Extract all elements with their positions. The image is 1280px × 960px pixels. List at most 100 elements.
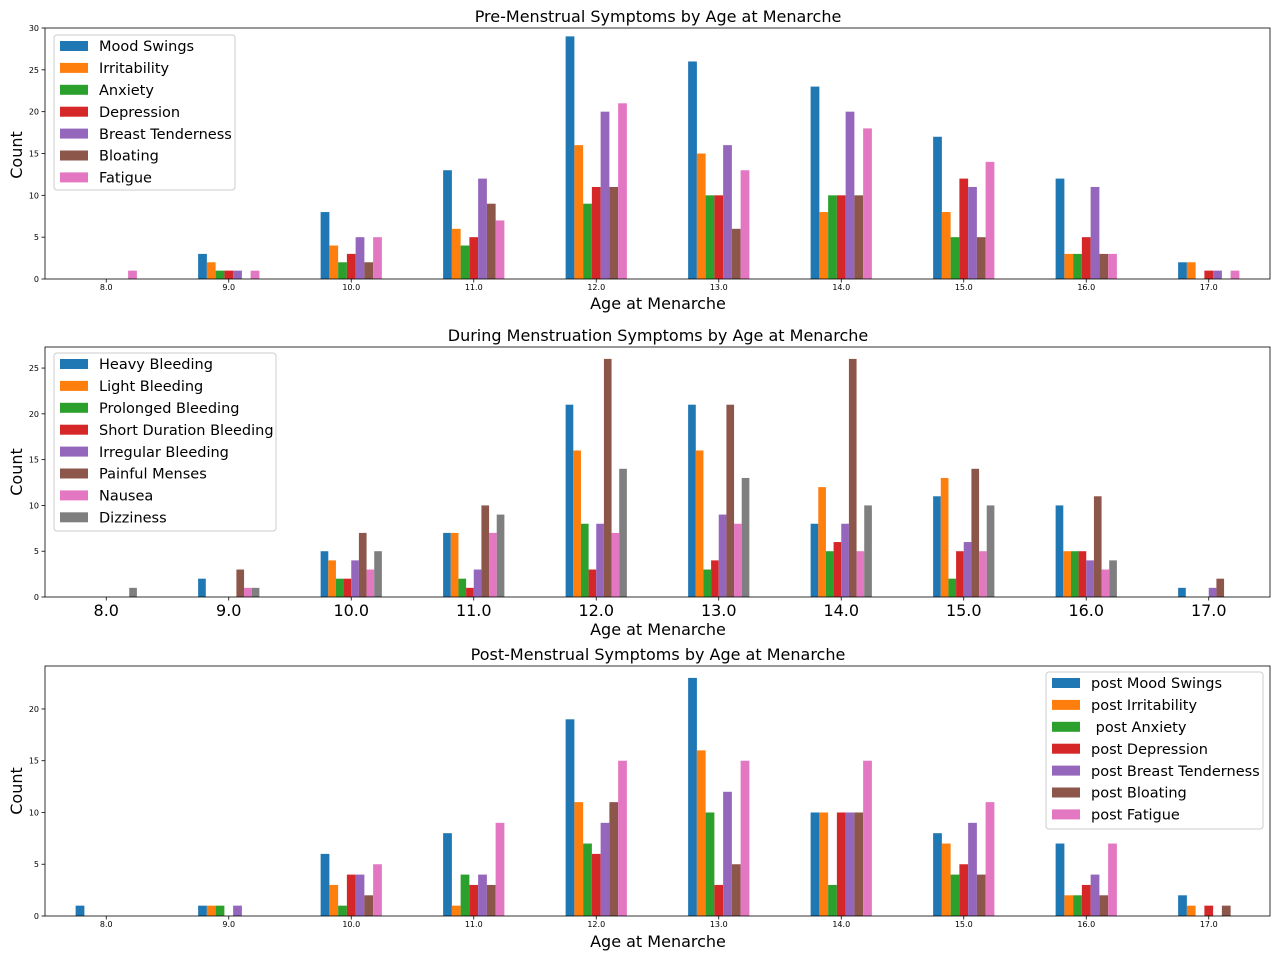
x-tick-label: 13.0 (710, 920, 728, 929)
x-tick-label: 15.0 (946, 601, 982, 620)
bar-anxiety-11.0 (460, 245, 470, 279)
bar-anxiety-15.0 (950, 237, 960, 279)
bar-post-depression-17.0 (1204, 905, 1214, 916)
bar-irregular-bleeding-10.0 (351, 560, 359, 597)
bar-depression-16.0 (1081, 237, 1091, 279)
bar-irregular-bleeding-14.0 (841, 523, 849, 597)
bar-post-irritability-14.0 (819, 812, 829, 916)
x-tick-label: 16.0 (1077, 283, 1095, 292)
bar-painful-menses-10.0 (358, 532, 367, 597)
bar-short-duration-bleeding-11.0 (466, 587, 474, 597)
legend: post Mood Swings post Irritability post A… (1045, 671, 1264, 830)
legend-frame (53, 352, 277, 532)
bar-irritability-9.0 (206, 262, 216, 279)
legend-swatch (1052, 809, 1080, 820)
bar-fatigue-11.0 (495, 220, 505, 279)
x-tick-label: 9.0 (216, 601, 241, 620)
bar-depression-14.0 (836, 195, 846, 279)
bar-prolonged-bleeding-14.0 (825, 551, 834, 597)
bar-painful-menses-16.0 (1093, 496, 1102, 597)
bar-nausea-15.0 (979, 551, 987, 597)
bar-post-depression-10.0 (346, 874, 356, 916)
plot-area: 0 5 10 15 20 25 30 8.0 9.0 10.0 11.0 12.0 13.0 14.0 15… (29, 24, 1271, 292)
bar-heavy-bleeding-12.0 (565, 404, 574, 597)
bar-painful-menses-12.0 (603, 358, 612, 597)
bar-post-irritability-15.0 (941, 843, 951, 916)
bar-anxiety-10.0 (338, 262, 347, 279)
bar-post-mood-swings-16.0 (1055, 843, 1065, 916)
bar-post-bloating-17.0 (1221, 905, 1231, 916)
x-tick-label: 17.0 (1200, 920, 1218, 929)
x-tick-label: 8.0 (100, 283, 113, 292)
x-tick-label: 15.0 (955, 920, 973, 929)
bar-irritability-10.0 (329, 245, 339, 279)
bar-fatigue-9.0 (250, 270, 260, 279)
legend: Mood Swings Irritability Anxiety Depression… (53, 34, 236, 191)
legend-label: Fatigue (99, 171, 152, 187)
bar-post-anxiety-13.0 (705, 812, 715, 916)
y-tick-label: 20 (29, 410, 39, 419)
bar-post-anxiety-10.0 (338, 905, 347, 916)
bar-irregular-bleeding-13.0 (718, 514, 727, 597)
bar-short-duration-bleeding-12.0 (588, 569, 597, 597)
bar-post-fatigue-13.0 (740, 760, 750, 916)
bar-mood-swings-13.0 (688, 61, 697, 279)
x-tick-label: 15.0 (955, 283, 973, 292)
bar-nausea-13.0 (734, 523, 742, 597)
bar-heavy-bleeding-9.0 (198, 578, 206, 597)
chart-during-menstruation: During Menstruation Symptoms by Age at M… (7, 326, 1271, 639)
bar-post-bloating-11.0 (486, 884, 496, 916)
bar-dizziness-13.0 (741, 477, 750, 597)
legend-label: Short Duration Bleeding (99, 423, 274, 439)
x-tick-label: 9.0 (222, 283, 235, 292)
bar-irregular-bleeding-12.0 (596, 523, 604, 597)
bar-post-fatigue-10.0 (373, 864, 382, 916)
bar-depression-12.0 (591, 186, 601, 279)
bar-nausea-9.0 (244, 587, 252, 597)
legend-label: Nausea (99, 489, 153, 505)
bar-dizziness-12.0 (619, 468, 627, 597)
bar-nausea-14.0 (856, 551, 865, 597)
bar-mood-swings-9.0 (198, 253, 207, 279)
bar-depression-17.0 (1204, 270, 1214, 279)
legend-label: Mood Swings (99, 39, 194, 55)
bar-bloating-12.0 (609, 186, 619, 279)
bar-post-anxiety-15.0 (950, 874, 960, 916)
bar-post-mood-swings-12.0 (565, 719, 575, 916)
bar-post-bloating-13.0 (731, 864, 741, 916)
bar-heavy-bleeding-13.0 (688, 404, 696, 597)
y-axis-label: Count (7, 448, 26, 496)
bar-post-anxiety-9.0 (215, 905, 225, 916)
bar-fatigue-13.0 (740, 170, 750, 279)
bar-post-anxiety-11.0 (460, 874, 470, 916)
legend-swatch (60, 62, 88, 73)
bar-heavy-bleeding-16.0 (1055, 505, 1064, 597)
bar-post-mood-swings-8.0 (75, 905, 85, 916)
legend-swatch (60, 41, 88, 51)
chart-title: During Menstruation Symptoms by Age at M… (448, 326, 868, 345)
bar-light-bleeding-12.0 (573, 450, 581, 597)
bar-breast-tenderness-16.0 (1090, 186, 1100, 279)
bar-breast-tenderness-12.0 (600, 111, 610, 279)
bar-post-breast-tenderness-12.0 (600, 822, 610, 916)
bar-mood-swings-12.0 (565, 36, 575, 280)
bar-post-fatigue-12.0 (618, 760, 627, 916)
x-tick-label: 12.0 (587, 283, 605, 292)
y-tick-label: 0 (34, 593, 39, 602)
bar-post-mood-swings-14.0 (810, 812, 820, 916)
bar-depression-10.0 (346, 253, 356, 279)
bar-post-mood-swings-15.0 (933, 833, 942, 916)
bar-short-duration-bleeding-13.0 (711, 560, 719, 597)
legend-label: post Fatigue (1091, 808, 1180, 824)
bar-post-fatigue-16.0 (1108, 843, 1117, 916)
bar-light-bleeding-11.0 (450, 532, 459, 597)
bar-light-bleeding-13.0 (695, 450, 704, 597)
bar-post-mood-swings-9.0 (198, 905, 207, 916)
x-tick-label: 8.0 (94, 601, 119, 620)
bar-post-bloating-15.0 (976, 874, 986, 916)
y-tick-label: 0 (34, 275, 39, 284)
bar-post-depression-11.0 (469, 884, 479, 916)
x-tick-label: 17.0 (1200, 283, 1218, 292)
bar-mood-swings-10.0 (320, 212, 330, 279)
bar-breast-tenderness-17.0 (1213, 270, 1222, 279)
